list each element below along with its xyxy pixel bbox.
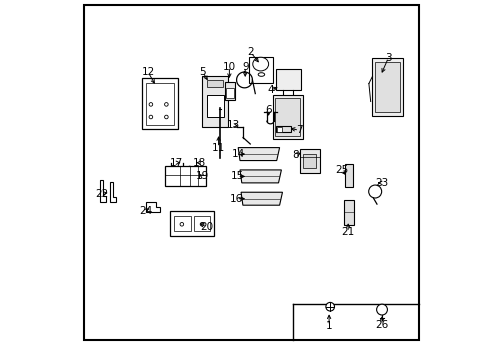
Text: 11: 11 bbox=[211, 143, 225, 153]
Text: 7: 7 bbox=[295, 125, 302, 135]
Polygon shape bbox=[110, 182, 116, 202]
Bar bbox=[193, 216, 209, 231]
Bar bbox=[226, 88, 233, 98]
Bar bbox=[224, 82, 235, 100]
Bar bbox=[276, 127, 282, 132]
Text: 14: 14 bbox=[231, 149, 244, 159]
Polygon shape bbox=[344, 164, 352, 187]
Polygon shape bbox=[240, 170, 281, 183]
Text: 23: 23 bbox=[375, 178, 388, 188]
Bar bbox=[174, 216, 191, 231]
Bar bbox=[206, 95, 223, 117]
Bar bbox=[299, 149, 320, 173]
Polygon shape bbox=[344, 200, 353, 225]
Bar bbox=[202, 76, 228, 127]
Text: 9: 9 bbox=[242, 62, 248, 72]
Text: 10: 10 bbox=[223, 62, 235, 72]
Text: 21: 21 bbox=[341, 227, 354, 237]
Bar bbox=[276, 69, 300, 90]
Circle shape bbox=[376, 304, 386, 315]
Circle shape bbox=[164, 115, 168, 119]
Circle shape bbox=[180, 222, 183, 226]
Text: 1: 1 bbox=[325, 321, 332, 331]
Bar bbox=[165, 166, 205, 186]
Text: 22: 22 bbox=[96, 189, 109, 199]
Text: 8: 8 bbox=[292, 150, 299, 160]
Text: 18: 18 bbox=[192, 158, 206, 168]
Bar bbox=[372, 58, 402, 116]
Bar bbox=[303, 154, 315, 168]
Circle shape bbox=[164, 103, 168, 106]
Text: 17: 17 bbox=[169, 158, 183, 168]
Text: 15: 15 bbox=[230, 171, 244, 181]
Text: 26: 26 bbox=[375, 320, 388, 330]
Circle shape bbox=[325, 302, 334, 311]
Text: 13: 13 bbox=[226, 120, 240, 130]
Text: 6: 6 bbox=[265, 105, 271, 115]
Circle shape bbox=[149, 103, 152, 106]
Text: 12: 12 bbox=[141, 67, 154, 77]
Text: 2: 2 bbox=[247, 47, 253, 57]
Bar bbox=[142, 78, 178, 129]
Circle shape bbox=[200, 222, 203, 226]
Text: 5: 5 bbox=[199, 67, 205, 77]
Text: 3: 3 bbox=[385, 53, 391, 63]
Bar bbox=[145, 83, 174, 125]
Bar bbox=[276, 126, 290, 132]
Text: 24: 24 bbox=[139, 206, 152, 216]
Ellipse shape bbox=[252, 57, 268, 71]
Bar bbox=[375, 62, 399, 112]
Bar bbox=[275, 98, 300, 136]
Polygon shape bbox=[241, 192, 282, 205]
Text: 25: 25 bbox=[334, 165, 347, 175]
Bar bbox=[272, 95, 303, 139]
Text: 4: 4 bbox=[266, 85, 273, 95]
Ellipse shape bbox=[258, 73, 264, 76]
Text: 19: 19 bbox=[195, 171, 208, 181]
Polygon shape bbox=[100, 180, 106, 202]
Text: 20: 20 bbox=[200, 222, 213, 232]
Bar bbox=[169, 211, 214, 236]
Polygon shape bbox=[146, 202, 160, 212]
Polygon shape bbox=[238, 148, 279, 161]
Text: 16: 16 bbox=[229, 194, 243, 204]
Circle shape bbox=[368, 185, 381, 198]
Bar bbox=[206, 80, 223, 87]
Circle shape bbox=[149, 115, 152, 119]
Bar bbox=[248, 57, 272, 83]
